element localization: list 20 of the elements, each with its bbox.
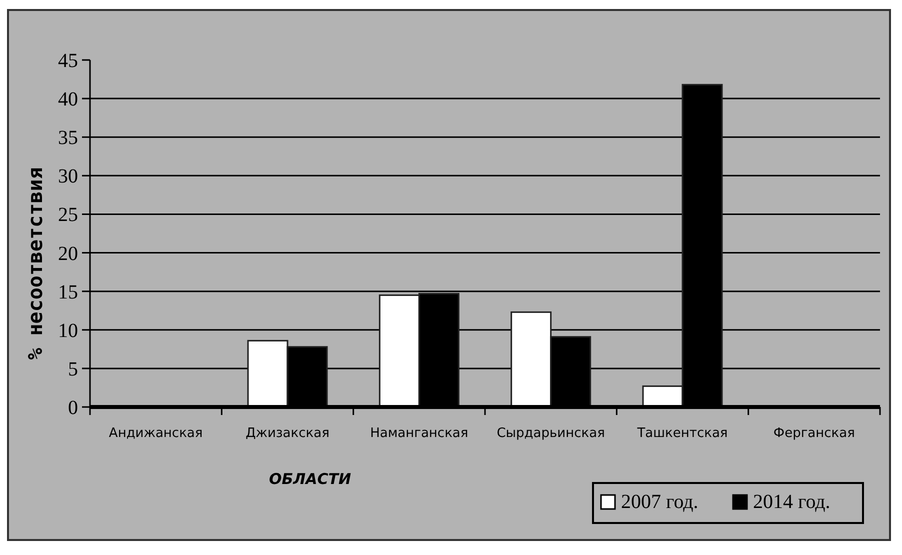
x-tick-label: Сырдарьинская [496, 426, 605, 441]
x-tick-label: Андижанская [108, 426, 203, 441]
x-tick-label: Ташкентская [636, 426, 728, 441]
y-tick-label: 20 [58, 242, 78, 265]
legend-label: 2014 год. [753, 491, 830, 513]
y-tick-label: 45 [58, 50, 78, 72]
y-tick-label: 40 [58, 88, 78, 111]
x-tick-label: Ферганская [773, 426, 855, 441]
y-tick-label: 15 [58, 281, 78, 304]
y-tick-label: 5 [68, 358, 78, 380]
y-tick-label: 30 [58, 166, 78, 188]
y-axis-title: % несоответствия [23, 167, 47, 360]
y-tick-label: 10 [58, 320, 78, 342]
legend-label: 2007 год. [621, 491, 698, 513]
y-tick-label: 0 [68, 397, 78, 419]
y-tick-label: 25 [58, 204, 78, 226]
x-axis-title: ОБЛАСТИ [268, 470, 352, 488]
x-tick-label: Джизакская [246, 426, 330, 441]
y-tick-label: 35 [58, 127, 78, 150]
x-tick-label: Наманганская [370, 426, 468, 441]
